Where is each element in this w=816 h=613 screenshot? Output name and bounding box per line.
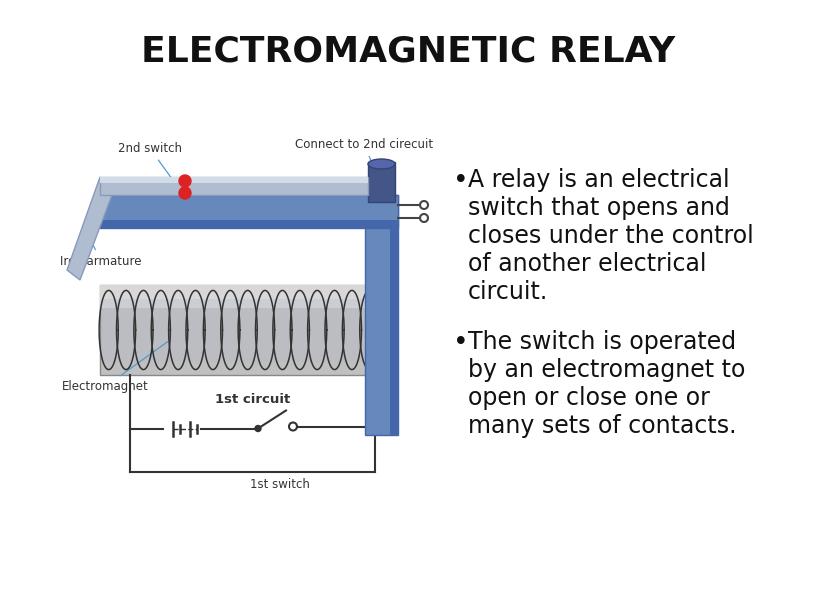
Circle shape xyxy=(255,425,261,432)
Text: The switch is operated: The switch is operated xyxy=(468,330,736,354)
Text: of another electrical: of another electrical xyxy=(468,252,707,276)
Text: many sets of contacts.: many sets of contacts. xyxy=(468,414,737,438)
Text: 2nd switch: 2nd switch xyxy=(118,142,182,181)
Bar xyxy=(368,162,395,202)
Text: Connect to 2nd cirecuit: Connect to 2nd cirecuit xyxy=(295,138,433,202)
Text: circuit.: circuit. xyxy=(468,280,548,304)
Polygon shape xyxy=(67,177,112,280)
Bar xyxy=(390,195,398,435)
Circle shape xyxy=(179,175,191,187)
Bar xyxy=(100,220,398,228)
Bar xyxy=(365,195,398,435)
Bar xyxy=(100,285,378,308)
Text: •: • xyxy=(453,330,468,356)
Bar xyxy=(102,299,376,362)
Bar xyxy=(100,285,378,375)
Text: open or close one or: open or close one or xyxy=(468,386,710,410)
Text: Electromagnet: Electromagnet xyxy=(62,341,168,393)
Text: A relay is an electrical: A relay is an electrical xyxy=(468,168,730,192)
Ellipse shape xyxy=(368,159,395,169)
Text: ELECTROMAGNETIC RELAY: ELECTROMAGNETIC RELAY xyxy=(141,35,675,69)
Text: 1st switch: 1st switch xyxy=(250,478,310,491)
Bar xyxy=(100,195,398,228)
Circle shape xyxy=(179,187,191,199)
Text: by an electromagnet to: by an electromagnet to xyxy=(468,358,745,382)
Bar xyxy=(100,177,368,183)
Text: 1st circuit: 1st circuit xyxy=(215,393,290,406)
Bar xyxy=(100,177,368,195)
Text: closes under the control: closes under the control xyxy=(468,224,754,248)
Text: switch that opens and: switch that opens and xyxy=(468,196,730,220)
Text: •: • xyxy=(453,168,468,194)
Text: Iron armature: Iron armature xyxy=(60,240,141,268)
